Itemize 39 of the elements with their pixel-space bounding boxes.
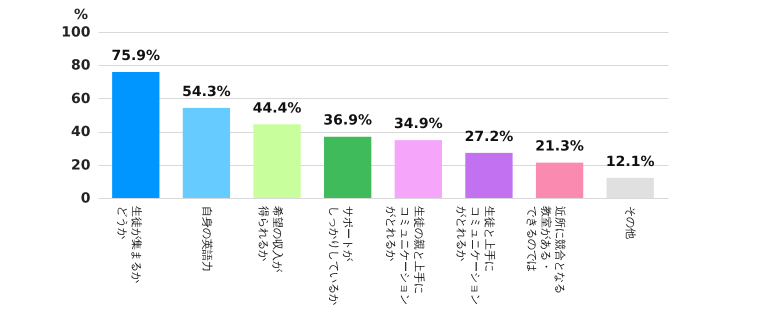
- bar: [536, 162, 584, 198]
- category-label: 生徒が集まるか: [130, 206, 143, 283]
- data-label: 54.3%: [182, 84, 231, 100]
- data-label: 21.3%: [535, 138, 584, 155]
- y-tick-label: 60: [71, 90, 91, 107]
- y-tick-label: 40: [71, 124, 91, 140]
- category-label: 近所に競合となる: [554, 206, 567, 294]
- category-label: 教室がある・: [540, 206, 553, 272]
- category-label: その他: [624, 206, 638, 239]
- bar: [465, 152, 513, 198]
- y-tick-label: 0: [80, 190, 91, 206]
- data-label: 34.9%: [394, 116, 443, 132]
- data-label: 44.4%: [252, 100, 302, 116]
- y-tick-label: 20: [71, 157, 91, 174]
- bar: [394, 140, 442, 198]
- category-label: どうか: [116, 206, 129, 239]
- data-label: 27.2%: [464, 128, 514, 145]
- data-label: 36.9%: [323, 112, 372, 129]
- category-label: 自身の英語力: [200, 206, 214, 272]
- bar: [253, 124, 301, 198]
- category-label: サポートが: [342, 206, 355, 261]
- y-tick-label: 80: [71, 58, 91, 74]
- category-label: しっかりしているか: [328, 206, 341, 305]
- bar: [182, 108, 230, 198]
- bar: [112, 72, 160, 198]
- category-label: がとれるか: [384, 206, 398, 261]
- category-label: 希望の収入が: [271, 206, 284, 272]
- category-label: 生徒と上手に: [482, 206, 496, 272]
- y-tick-label: 100: [61, 24, 91, 40]
- category-label: 得られるか: [257, 206, 270, 261]
- category-label: コミュニケーション: [398, 206, 412, 305]
- category-label: 生徒の親と上手に: [412, 206, 426, 294]
- category-label: コミュニケーション: [468, 206, 482, 305]
- category-label: がとれるか: [454, 206, 468, 261]
- data-label: 75.9%: [112, 48, 160, 64]
- data-label: 12.1%: [606, 154, 654, 170]
- category-label: できるのでは: [526, 206, 539, 272]
- y-axis-title: %: [74, 7, 88, 23]
- bar: [324, 136, 372, 198]
